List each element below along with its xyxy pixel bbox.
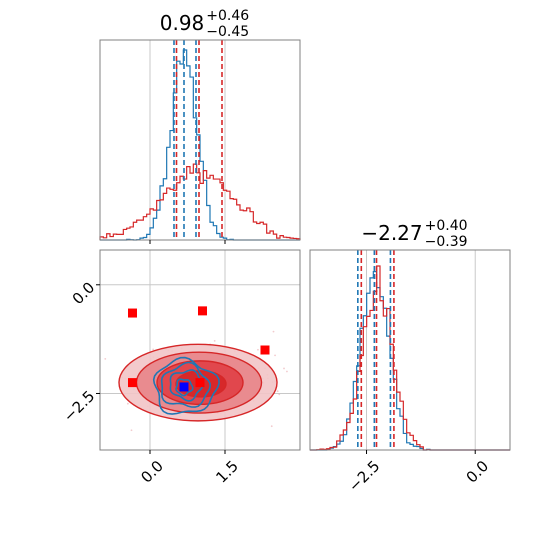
x-tick-label: 0.0 [137,457,167,487]
sample-point [152,348,155,351]
p2-marginal-histograms [310,265,510,451]
blue-contour-level [160,361,211,408]
sample-point [286,370,288,373]
joint-markers [128,306,270,392]
p2-title-value: −2.27 [361,221,422,245]
blue-contour-level [169,369,204,402]
red-square-marker [128,378,137,388]
sample-point [213,340,216,342]
sample-point [104,358,107,360]
histogram-red [310,265,510,451]
sample-point [130,429,133,432]
p1-marginal-title: 0.98 [160,11,205,35]
p1-marginal-histograms [99,49,301,241]
p2-marginal-frame [309,249,511,451]
y-tick-label: 0.0 [69,278,99,308]
p2-marginal-grid [366,250,476,450]
sample-point [270,425,273,428]
red-square-marker [128,308,137,318]
red-square-marker [195,378,205,388]
p1-marginal-panel: 0.98 +0.46 −0.45 [99,8,301,244]
y-tick-label: −2.5 [60,387,98,425]
blue-contours [152,356,220,415]
joint-ticks [96,284,226,454]
p1-marginal-grid [149,40,226,240]
blue-contour-level [175,378,194,397]
sample-point [72,347,74,349]
p2-marginal-ticks [366,450,476,454]
blue-contour-level [152,356,220,415]
p1-title-plus: +0.46 [206,8,249,24]
red-square-marker [260,345,270,355]
x-tick-label: −2.5 [345,457,383,495]
histogram-red [99,163,301,240]
p1-p2-joint-panel: 0.0 1.5 0.0 −2.5 [60,249,301,487]
p1-title-minus: −0.45 [206,24,249,40]
sample-point [126,402,129,405]
p2-title-plus: +0.40 [425,218,468,234]
sample-point [278,393,281,396]
p2-marginal-quantile-lines [357,250,395,450]
red-square-marker [198,306,207,316]
sample-point [283,367,285,370]
p2-title-minus: −0.39 [425,234,468,250]
sample-point [274,354,276,357]
joint-frame [99,249,301,451]
sample-point [257,348,259,351]
p1-marginal-quantile-lines [173,40,223,240]
p1-marginal-ticks [149,240,226,244]
p1-title-value: 0.98 [160,11,205,35]
x-tick-label: 0.0 [463,457,493,487]
p2-marginal-tick-labels: −2.5 0.0 [345,457,492,495]
sample-point [272,330,275,333]
histogram-blue [100,49,300,241]
p1-marginal-frame [99,39,301,241]
sample-point [276,390,279,393]
blue-square-marker [179,382,189,392]
x-tick-label: 1.5 [212,457,242,487]
histogram-blue [310,271,510,451]
p2-marginal-title: −2.27 [361,221,422,245]
p2-marginal-panel: −2.5 0.0 −2.27 +0.40 −0.39 [309,218,511,495]
